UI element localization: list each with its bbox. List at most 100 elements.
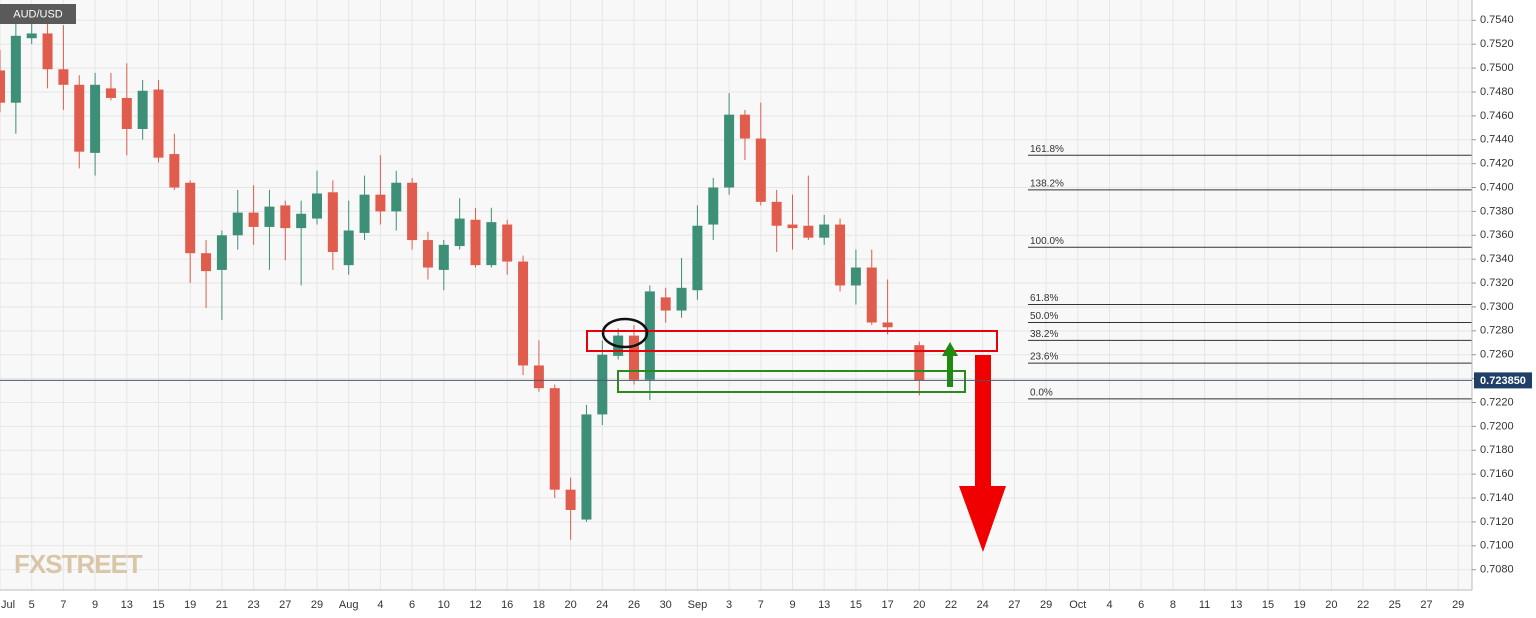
last-price-label: 0.723850 — [1480, 375, 1526, 387]
x-tick-label: 22 — [945, 599, 957, 611]
candle-body — [597, 354, 608, 415]
x-tick-label: 26 — [628, 599, 640, 611]
candle-body — [10, 35, 21, 103]
y-tick-label: 0.7100 — [1480, 540, 1514, 552]
candle-body — [882, 322, 893, 328]
x-tick-label: 16 — [501, 599, 513, 611]
grid — [0, 0, 1472, 590]
x-tick-label: 19 — [184, 599, 196, 611]
candle-body — [755, 138, 766, 202]
candle-body — [327, 192, 338, 253]
x-tick-label: 3 — [726, 599, 732, 611]
x-tick-label: 27 — [1008, 599, 1020, 611]
x-tick-label: 27 — [279, 599, 291, 611]
candle-body — [533, 365, 544, 389]
x-tick-label: 17 — [881, 599, 893, 611]
x-tick-label: 30 — [660, 599, 672, 611]
watermark: FXSTREET — [14, 549, 143, 579]
candle-body — [692, 225, 703, 291]
candle-body — [470, 219, 481, 266]
candle-body — [422, 240, 433, 268]
down-arrow — [959, 355, 1006, 552]
axes: 0.7080 0.7100 0.7120 0.7140 0.7160 0.7180 0.72… — [0, 14, 1532, 611]
x-tick-label: 8 — [1170, 599, 1176, 611]
y-tick-label: 0.7160 — [1480, 468, 1514, 480]
x-tick-label: 20 — [1325, 599, 1337, 611]
plot-background — [0, 0, 1472, 590]
x-tick-label: 23 — [247, 599, 259, 611]
x-tick-label: 15 — [850, 599, 862, 611]
resistance-box — [586, 330, 998, 352]
y-tick-label: 0.7460 — [1480, 110, 1514, 122]
fib-label: 50.0% — [1030, 311, 1058, 322]
fib-label: 38.2% — [1030, 329, 1058, 340]
x-tick-label: Jul — [1, 599, 15, 611]
candle-body — [42, 33, 53, 70]
candle-body — [90, 84, 101, 153]
candle-body — [644, 291, 655, 380]
y-tick-label: 0.7540 — [1480, 14, 1514, 26]
x-tick-label: 21 — [216, 599, 228, 611]
candle-body — [105, 88, 116, 98]
x-tick-label: 15 — [152, 599, 164, 611]
x-tick-label: 13 — [121, 599, 133, 611]
x-tick-label: 24 — [596, 599, 608, 611]
x-tick-label: 29 — [1452, 599, 1464, 611]
x-tick-label: 29 — [311, 599, 323, 611]
fib-label: 61.8% — [1030, 293, 1058, 304]
candle-body — [629, 335, 639, 380]
candle-body — [787, 224, 798, 229]
candle-body — [771, 201, 782, 226]
candle-body — [914, 345, 925, 381]
x-tick-label: 25 — [1389, 599, 1401, 611]
y-tick-label: 0.7080 — [1480, 564, 1514, 576]
x-tick-label: 19 — [1294, 599, 1306, 611]
candle-body — [232, 212, 243, 236]
candle-body — [708, 187, 719, 225]
up-arrow — [942, 342, 958, 387]
candle-body — [153, 89, 164, 158]
y-tick-label: 0.7480 — [1480, 86, 1514, 98]
x-tick-label: Sep — [688, 599, 708, 611]
y-tick-label: 0.7500 — [1480, 62, 1514, 74]
candle-body — [724, 114, 735, 188]
candle-body — [565, 489, 576, 510]
x-tick-label: 29 — [1040, 599, 1052, 611]
candle-body — [201, 253, 212, 272]
x-tick-label: 24 — [977, 599, 989, 611]
x-tick-label: 7 — [60, 599, 66, 611]
candle-body — [359, 194, 370, 233]
candle-body — [866, 267, 877, 323]
x-tick-label: 9 — [789, 599, 795, 611]
x-tick-label: Aug — [339, 599, 359, 611]
candle-body — [216, 235, 227, 270]
y-tick-label: 0.7400 — [1480, 181, 1514, 193]
x-tick-label: 12 — [469, 599, 481, 611]
candle-body — [438, 244, 449, 270]
candle-body — [407, 182, 418, 241]
candle-body — [454, 218, 465, 247]
y-tick-label: 0.7340 — [1480, 253, 1514, 265]
candle-body — [676, 287, 687, 311]
candle-body — [803, 225, 814, 238]
candle-body — [819, 224, 830, 238]
y-tick-label: 0.7300 — [1480, 301, 1514, 313]
candle-body — [280, 205, 291, 229]
y-tick-label: 0.7220 — [1480, 396, 1514, 408]
x-tick-label: 6 — [409, 599, 415, 611]
candle-body — [660, 297, 671, 311]
x-tick-label: 4 — [1106, 599, 1112, 611]
y-tick-label: 0.7360 — [1480, 229, 1514, 241]
fib-label: 0.0% — [1030, 388, 1053, 399]
y-tick-label: 0.7420 — [1480, 158, 1514, 170]
candle-body — [850, 267, 861, 286]
x-tick-label: 7 — [758, 599, 764, 611]
candle-body — [391, 182, 402, 212]
y-tick-label: 0.7520 — [1480, 38, 1514, 50]
fib-label: 100.0% — [1030, 236, 1064, 247]
candle-body — [121, 97, 132, 129]
candle-body — [375, 194, 386, 212]
y-tick-label: 0.7280 — [1480, 325, 1514, 337]
last-price-box — [1474, 372, 1532, 389]
